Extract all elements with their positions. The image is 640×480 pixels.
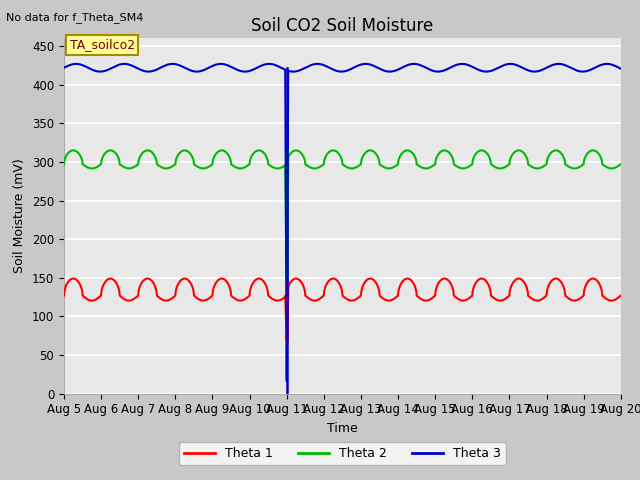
X-axis label: Time: Time <box>327 422 358 435</box>
Y-axis label: Soil Moisture (mV): Soil Moisture (mV) <box>13 158 26 274</box>
Text: TA_soilco2: TA_soilco2 <box>70 38 134 51</box>
Legend: Theta 1, Theta 2, Theta 3: Theta 1, Theta 2, Theta 3 <box>179 443 506 466</box>
Title: Soil CO2 Soil Moisture: Soil CO2 Soil Moisture <box>252 17 433 36</box>
Text: No data for f_Theta_SM4: No data for f_Theta_SM4 <box>6 12 144 23</box>
